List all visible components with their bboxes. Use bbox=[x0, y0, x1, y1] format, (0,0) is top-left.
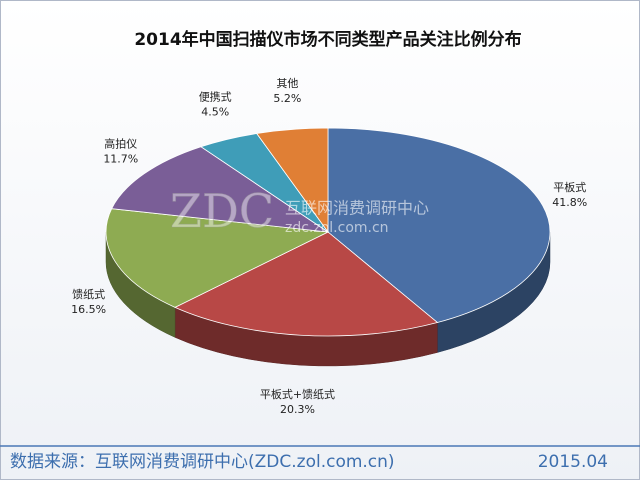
source: 数据来源：互联网消费调研中心(ZDC.zol.com.cn) bbox=[10, 452, 395, 472]
value-label: 5.2% bbox=[273, 92, 301, 105]
slice bbox=[327, 127, 551, 323]
value-label: 20.3% bbox=[280, 403, 315, 416]
slice-label: 馈纸式 bbox=[72, 288, 105, 301]
value-label: 11.7% bbox=[103, 153, 138, 166]
slice-label: 平板式 bbox=[553, 180, 586, 194]
slice bbox=[256, 127, 329, 234]
slice bbox=[174, 231, 439, 337]
watermark-name: 互联网消费调研中心 bbox=[285, 199, 429, 218]
value-label: 41.8% bbox=[552, 196, 587, 209]
pie: 平板式 41.8% 平板式+馈纸式 20.3% 馈纸式 16.5% 高拍仪 11.7% 便携式 4… bbox=[71, 77, 587, 416]
watermark-logo: ZDC bbox=[170, 184, 274, 238]
slice bbox=[111, 146, 329, 233]
slice bbox=[105, 208, 330, 308]
date: 2015.04 bbox=[538, 452, 608, 472]
slice-label: 其他 bbox=[276, 77, 298, 90]
slice-label: 高拍仪 bbox=[104, 137, 137, 151]
slice-label: 便携式 bbox=[199, 89, 232, 103]
watermark-url: zdc.zol.com.cn bbox=[285, 220, 389, 236]
value-label: 16.5% bbox=[71, 303, 106, 316]
chart-title: 2014年中国扫描仪市场不同类型产品关注比例分布 bbox=[134, 29, 521, 50]
value-label: 4.5% bbox=[201, 105, 229, 118]
slice-label: 平板式+馈纸式 bbox=[260, 387, 335, 401]
